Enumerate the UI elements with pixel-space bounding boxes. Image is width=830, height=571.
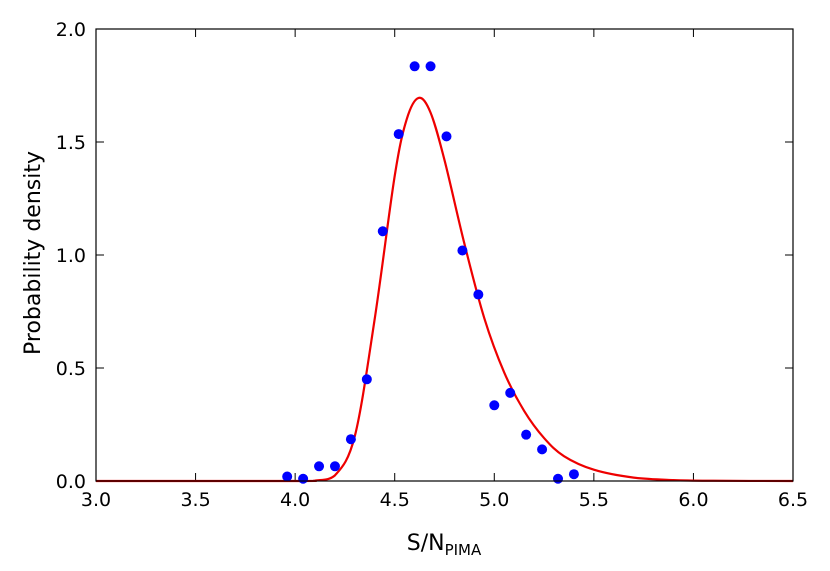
- x-axis-label-main: S/N: [407, 531, 445, 556]
- data-point: [457, 245, 468, 256]
- x-tick-label: 3.5: [180, 489, 210, 511]
- x-tick-label: 4.5: [380, 489, 410, 511]
- x-tick-label: 4.0: [280, 489, 310, 511]
- plot-frame: [95, 28, 794, 482]
- data-point: [425, 61, 436, 72]
- data-point: [393, 129, 404, 140]
- data-point: [505, 387, 516, 398]
- x-tick-label: 5.5: [579, 489, 609, 511]
- x-tick-label: 6.0: [678, 489, 708, 511]
- y-tick-label: 1.5: [56, 132, 86, 154]
- fit-curve-line: [96, 96, 794, 483]
- y-tick-label: 2.0: [56, 19, 86, 41]
- data-point: [409, 61, 420, 72]
- data-point: [441, 131, 452, 142]
- y-tick-label: 0.0: [56, 471, 86, 493]
- data-point: [473, 289, 484, 300]
- y-axis-label: Probability density: [21, 151, 46, 355]
- data-point: [298, 473, 309, 484]
- x-tick-labels: 3.0 3.5 4.0 4.5 5.0 5.5 6.0 6.5: [81, 489, 808, 511]
- data-point: [489, 400, 500, 411]
- data-point: [377, 226, 388, 237]
- data-point: [521, 429, 532, 440]
- y-tick-label: 1.0: [56, 245, 86, 267]
- data-point: [282, 471, 293, 482]
- x-tick-label: 6.5: [778, 489, 808, 511]
- data-point: [361, 374, 372, 385]
- data-point: [568, 469, 579, 480]
- data-point: [537, 444, 548, 455]
- x-tick-label: 5.0: [479, 489, 509, 511]
- data-point: [314, 461, 325, 472]
- y-tick-labels: 0.0 0.5 1.0 1.5 2.0: [56, 19, 86, 493]
- data-point: [329, 461, 340, 472]
- data-points-layer: [282, 61, 579, 484]
- x-tick-label: 3.0: [81, 489, 111, 511]
- x-axis-label: S/NPIMA: [407, 531, 482, 559]
- fit-curve-layer: [96, 96, 794, 483]
- ticks-layer: [95, 28, 794, 482]
- data-point: [553, 473, 564, 484]
- y-tick-label: 0.5: [56, 358, 86, 380]
- x-axis-label-subscript: PIMA: [445, 541, 482, 559]
- data-point: [345, 434, 356, 445]
